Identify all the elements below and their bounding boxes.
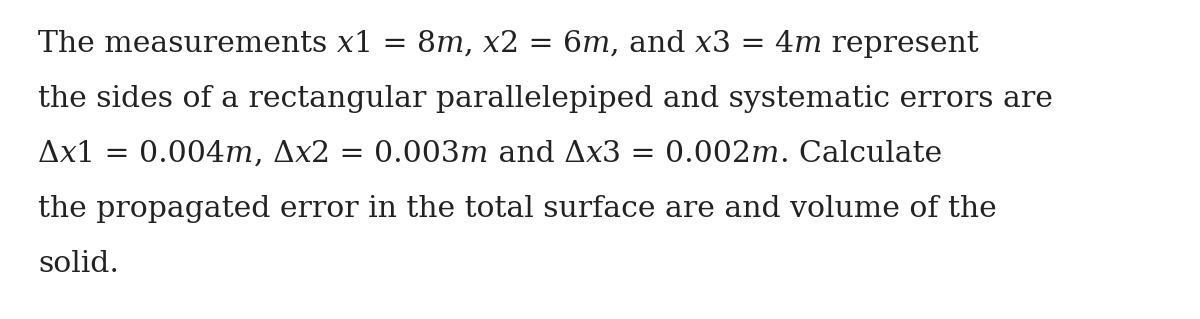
Text: x: x <box>586 140 602 168</box>
Text: m: m <box>461 140 488 168</box>
Text: Δ: Δ <box>38 140 60 168</box>
Text: x: x <box>695 30 712 58</box>
Text: The measurements: The measurements <box>38 30 337 58</box>
Text: m: m <box>436 30 464 58</box>
Text: the propagated error in the total surface are and volume of the: the propagated error in the total surfac… <box>38 195 997 223</box>
Text: x: x <box>60 140 77 168</box>
Text: m: m <box>794 30 822 58</box>
Text: , and: , and <box>611 30 695 58</box>
Text: the sides of a rectangular parallelepiped and systematic errors are: the sides of a rectangular parallelepipe… <box>38 85 1052 113</box>
Text: 1 = 8: 1 = 8 <box>354 30 436 58</box>
Text: m: m <box>582 30 611 58</box>
Text: m: m <box>226 140 253 168</box>
Text: 1 = 0.004: 1 = 0.004 <box>77 140 226 168</box>
Text: 3 = 4: 3 = 4 <box>712 30 794 58</box>
Text: 2 = 0.003: 2 = 0.003 <box>311 140 461 168</box>
Text: ,: , <box>464 30 484 58</box>
Text: m: m <box>751 140 780 168</box>
Text: represent: represent <box>822 30 979 58</box>
Text: x: x <box>337 30 354 58</box>
Text: x: x <box>484 30 500 58</box>
Text: x: x <box>294 140 311 168</box>
Text: and Δ: and Δ <box>488 140 586 168</box>
Text: . Calculate: . Calculate <box>780 140 942 168</box>
Text: 2 = 6: 2 = 6 <box>500 30 582 58</box>
Text: 3 = 0.002: 3 = 0.002 <box>602 140 751 168</box>
Text: solid.: solid. <box>38 250 119 278</box>
Text: , Δ: , Δ <box>253 140 294 168</box>
